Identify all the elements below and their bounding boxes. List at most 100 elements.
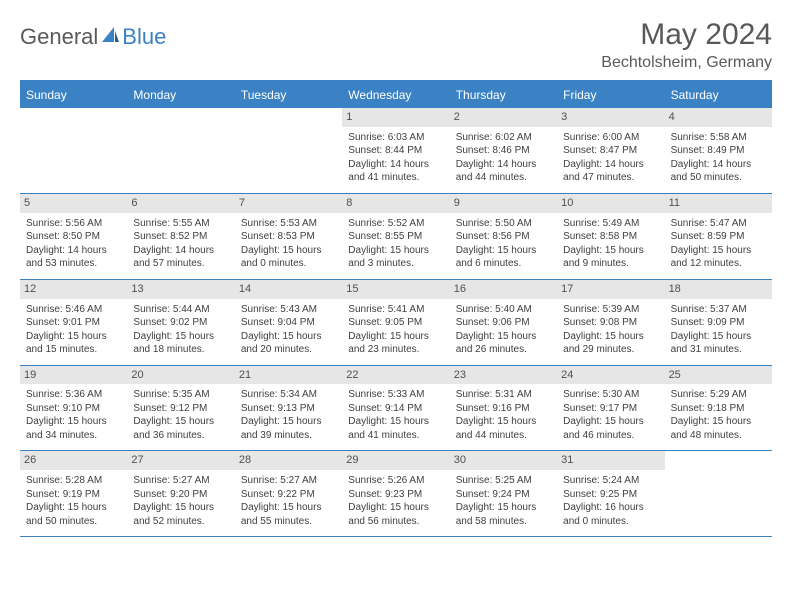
sunset-text: Sunset: 9:20 PM	[133, 488, 228, 502]
day-number: 21	[235, 366, 342, 385]
day-cell: 4Sunrise: 5:58 AMSunset: 8:49 PMDaylight…	[665, 108, 772, 193]
day-cell: 20Sunrise: 5:35 AMSunset: 9:12 PMDayligh…	[127, 366, 234, 451]
daylight-text: and 26 minutes.	[456, 343, 551, 357]
day-number	[235, 108, 342, 127]
daylight-text: Daylight: 15 hours	[241, 330, 336, 344]
daylight-text: and 48 minutes.	[671, 429, 766, 443]
weekday-label: Saturday	[665, 82, 772, 108]
day-number: 17	[557, 280, 664, 299]
sunset-text: Sunset: 9:12 PM	[133, 402, 228, 416]
sunrise-text: Sunrise: 5:49 AM	[563, 217, 658, 231]
sunrise-text: Sunrise: 5:27 AM	[241, 474, 336, 488]
day-number: 20	[127, 366, 234, 385]
daylight-text: Daylight: 15 hours	[456, 501, 551, 515]
daylight-text: Daylight: 14 hours	[456, 158, 551, 172]
sunrise-text: Sunrise: 5:46 AM	[26, 303, 121, 317]
weekday-label: Tuesday	[235, 82, 342, 108]
daylight-text: Daylight: 15 hours	[348, 415, 443, 429]
sunset-text: Sunset: 9:06 PM	[456, 316, 551, 330]
location: Bechtolsheim, Germany	[601, 54, 772, 72]
sunrise-text: Sunrise: 5:58 AM	[671, 131, 766, 145]
day-number: 15	[342, 280, 449, 299]
sunrise-text: Sunrise: 5:31 AM	[456, 388, 551, 402]
day-number: 12	[20, 280, 127, 299]
daylight-text: and 12 minutes.	[671, 257, 766, 271]
day-cell: 16Sunrise: 5:40 AMSunset: 9:06 PMDayligh…	[450, 280, 557, 365]
day-cell: 14Sunrise: 5:43 AMSunset: 9:04 PMDayligh…	[235, 280, 342, 365]
daylight-text: and 44 minutes.	[456, 429, 551, 443]
day-number: 23	[450, 366, 557, 385]
brand-logo: General Blue	[20, 18, 166, 50]
sunrise-text: Sunrise: 5:50 AM	[456, 217, 551, 231]
daylight-text: Daylight: 15 hours	[348, 244, 443, 258]
day-cell: 24Sunrise: 5:30 AMSunset: 9:17 PMDayligh…	[557, 366, 664, 451]
daylight-text: Daylight: 15 hours	[348, 501, 443, 515]
day-cell: 6Sunrise: 5:55 AMSunset: 8:52 PMDaylight…	[127, 194, 234, 279]
daylight-text: and 0 minutes.	[563, 515, 658, 529]
daylight-text: and 53 minutes.	[26, 257, 121, 271]
calendar: SundayMondayTuesdayWednesdayThursdayFrid…	[20, 80, 772, 537]
daylight-text: and 20 minutes.	[241, 343, 336, 357]
day-number: 5	[20, 194, 127, 213]
sunset-text: Sunset: 8:55 PM	[348, 230, 443, 244]
sunrise-text: Sunrise: 5:24 AM	[563, 474, 658, 488]
week-row: 19Sunrise: 5:36 AMSunset: 9:10 PMDayligh…	[20, 366, 772, 452]
day-number: 28	[235, 451, 342, 470]
sunrise-text: Sunrise: 5:56 AM	[26, 217, 121, 231]
sunrise-text: Sunrise: 6:03 AM	[348, 131, 443, 145]
day-number: 31	[557, 451, 664, 470]
day-number: 22	[342, 366, 449, 385]
day-cell: 13Sunrise: 5:44 AMSunset: 9:02 PMDayligh…	[127, 280, 234, 365]
daylight-text: and 36 minutes.	[133, 429, 228, 443]
weekday-label: Sunday	[20, 82, 127, 108]
sunrise-text: Sunrise: 5:52 AM	[348, 217, 443, 231]
week-row: 12 Sunrise: 5:46 AMSunset: 9:01 PM Dayligh…	[20, 280, 772, 366]
week-row: 1Sunrise: 6:03 AMSunset: 8:44 PMDaylight…	[20, 108, 772, 194]
daylight-text: and 31 minutes.	[671, 343, 766, 357]
daylight-text: and 57 minutes.	[133, 257, 228, 271]
day-cell: 21Sunrise: 5:34 AMSunset: 9:13 PMDayligh…	[235, 366, 342, 451]
sunset-text: Sunset: 8:47 PM	[563, 144, 658, 158]
daylight-text: Daylight: 16 hours	[563, 501, 658, 515]
day-number: 8	[342, 194, 449, 213]
brand-part2: Blue	[122, 24, 166, 50]
day-number: 13	[127, 280, 234, 299]
day-cell: 7Sunrise: 5:53 AMSunset: 8:53 PMDaylight…	[235, 194, 342, 279]
daylight-text: and 18 minutes.	[133, 343, 228, 357]
daylight-text: Daylight: 15 hours	[241, 501, 336, 515]
day-cell: 28Sunrise: 5:27 AMSunset: 9:22 PMDayligh…	[235, 451, 342, 536]
daylight-text: Daylight: 14 hours	[671, 158, 766, 172]
sunset-text: Sunset: 9:16 PM	[456, 402, 551, 416]
sunset-text: Sunset: 9:01 PM	[26, 316, 121, 330]
daylight-text: and 34 minutes.	[26, 429, 121, 443]
sunrise-text: Sunrise: 5:29 AM	[671, 388, 766, 402]
sunset-text: Sunset: 9:14 PM	[348, 402, 443, 416]
daylight-text: Daylight: 15 hours	[348, 330, 443, 344]
daylight-text: Daylight: 15 hours	[456, 244, 551, 258]
day-number: 30	[450, 451, 557, 470]
day-cell	[235, 108, 342, 193]
daylight-text: and 50 minutes.	[26, 515, 121, 529]
sunrise-text: Sunrise: 5:47 AM	[671, 217, 766, 231]
daylight-text: and 9 minutes.	[563, 257, 658, 271]
daylight-text: Daylight: 15 hours	[241, 415, 336, 429]
page-title: May 2024	[601, 18, 772, 52]
day-number: 29	[342, 451, 449, 470]
sunrise-text: Sunrise: 5:43 AM	[241, 303, 336, 317]
daylight-text: and 3 minutes.	[348, 257, 443, 271]
weekday-label: Monday	[127, 82, 234, 108]
brand-part1: General	[20, 24, 98, 50]
daylight-text: and 58 minutes.	[456, 515, 551, 529]
daylight-text: and 6 minutes.	[456, 257, 551, 271]
sunset-text: Sunset: 9:25 PM	[563, 488, 658, 502]
title-block: May 2024 Bechtolsheim, Germany	[601, 18, 772, 72]
sunrise-text: Sunrise: 5:33 AM	[348, 388, 443, 402]
sunrise-text: Sunrise: 5:36 AM	[26, 388, 121, 402]
day-cell: 11Sunrise: 5:47 AMSunset: 8:59 PMDayligh…	[665, 194, 772, 279]
day-cell: 15Sunrise: 5:41 AMSunset: 9:05 PMDayligh…	[342, 280, 449, 365]
day-cell: 2Sunrise: 6:02 AMSunset: 8:46 PMDaylight…	[450, 108, 557, 193]
daylight-text: and 39 minutes.	[241, 429, 336, 443]
sunset-text: Sunset: 8:59 PM	[671, 230, 766, 244]
day-cell: 5Sunrise: 5:56 AMSunset: 8:50 PMDaylight…	[20, 194, 127, 279]
day-number: 16	[450, 280, 557, 299]
